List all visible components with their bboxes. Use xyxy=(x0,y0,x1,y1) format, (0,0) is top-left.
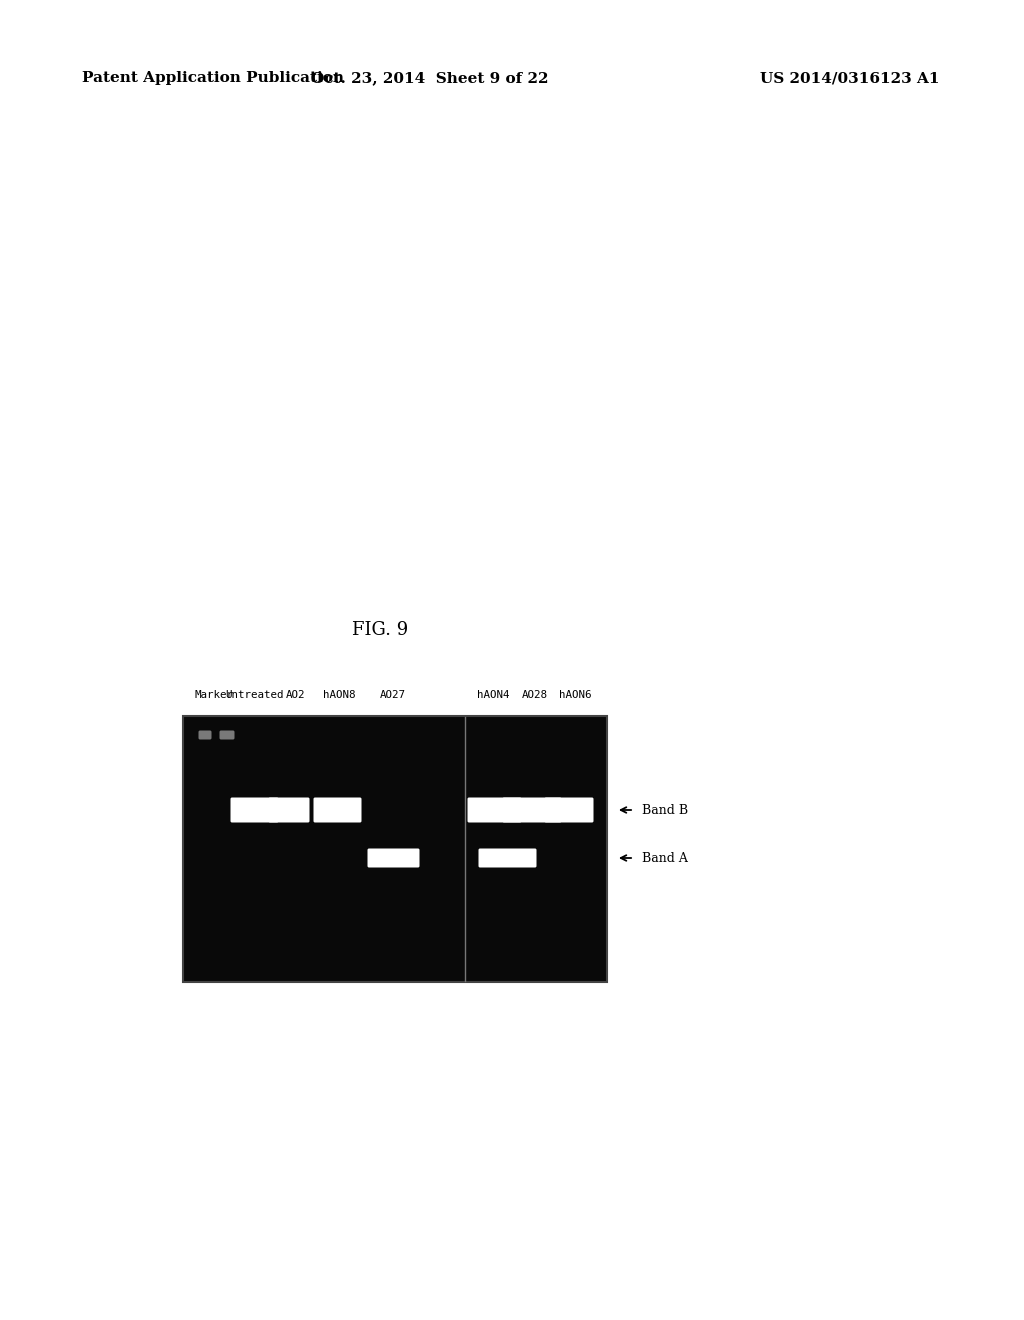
FancyBboxPatch shape xyxy=(503,797,561,822)
Text: AO27: AO27 xyxy=(380,690,406,700)
Text: FIG. 9: FIG. 9 xyxy=(352,620,409,639)
FancyBboxPatch shape xyxy=(468,797,521,822)
FancyBboxPatch shape xyxy=(219,730,234,739)
FancyBboxPatch shape xyxy=(368,849,420,867)
Text: hAON6: hAON6 xyxy=(559,690,591,700)
Text: hAON8: hAON8 xyxy=(323,690,355,700)
FancyBboxPatch shape xyxy=(313,797,361,822)
Text: US 2014/0316123 A1: US 2014/0316123 A1 xyxy=(761,71,940,84)
Text: Band B: Band B xyxy=(642,804,688,817)
FancyBboxPatch shape xyxy=(268,797,309,822)
Text: Patent Application Publication: Patent Application Publication xyxy=(82,71,344,84)
Text: hAON4: hAON4 xyxy=(477,690,509,700)
Text: AO2: AO2 xyxy=(287,690,306,700)
FancyBboxPatch shape xyxy=(545,797,594,822)
Bar xyxy=(183,715,607,982)
Text: Marker: Marker xyxy=(195,690,233,700)
Text: AO28: AO28 xyxy=(522,690,548,700)
Text: Band A: Band A xyxy=(642,851,688,865)
Text: Untreated: Untreated xyxy=(224,690,284,700)
FancyBboxPatch shape xyxy=(230,797,279,822)
FancyBboxPatch shape xyxy=(199,730,212,739)
Text: Oct. 23, 2014  Sheet 9 of 22: Oct. 23, 2014 Sheet 9 of 22 xyxy=(311,71,549,84)
FancyBboxPatch shape xyxy=(478,849,537,867)
